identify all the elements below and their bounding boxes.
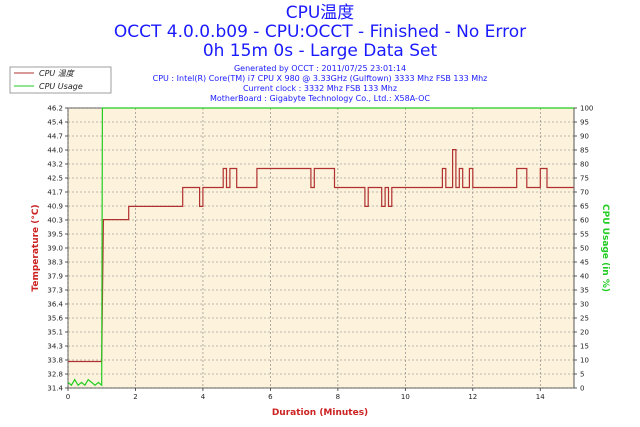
x-axis-label: Duration (Minutes) <box>272 408 368 418</box>
y2-tick-label: 30 <box>580 301 589 309</box>
legend: CPU 温度 CPU Usage <box>9 66 112 94</box>
y2-tick-label: 75 <box>580 175 589 183</box>
info-motherboard: MotherBoard : Gigabyte Technology Co., L… <box>209 94 431 103</box>
x-axis: 0 2 4 6 8 10 12 14 <box>66 388 545 401</box>
y-tick-label: 40.9 <box>47 203 63 211</box>
y-tick-label: 33.8 <box>47 357 63 365</box>
left-axis: 31.4 32.8 33.8 34.3 35.1 35.6 36.4 37.3 37.9 38.3… <box>47 105 68 393</box>
y2-tick-label: 45 <box>580 259 589 267</box>
x-tick-label: 12 <box>468 393 477 401</box>
info-clock: Current clock : 3332 Mhz FSB 133 Mhz <box>242 84 398 93</box>
y-tick-label: 46.2 <box>47 105 63 113</box>
y2-tick-label: 5 <box>580 371 584 379</box>
temperature-series-line <box>68 149 574 363</box>
y-tick-label: 44.7 <box>47 133 63 141</box>
y2-tick-label: 70 <box>580 189 589 197</box>
legend-box <box>9 66 112 94</box>
x-tick-label: 14 <box>536 393 545 401</box>
y2-tick-label: 65 <box>580 203 589 211</box>
y-tick-label: 42.5 <box>47 175 63 183</box>
y2-tick-label: 25 <box>580 315 589 323</box>
y-tick-label: 34.3 <box>47 343 63 351</box>
y2-tick-label: 35 <box>580 287 589 295</box>
y-tick-label: 37.3 <box>47 287 63 295</box>
x-tick-label: 10 <box>401 393 410 401</box>
y2-tick-label: 15 <box>580 343 589 351</box>
y2-tick-label: 10 <box>580 357 589 365</box>
y-tick-label: 35.6 <box>47 315 63 323</box>
y2-tick-label: 50 <box>580 245 589 253</box>
y-tick-label: 37.9 <box>47 273 63 281</box>
chart-duration: 0h 15m 0s - Large Data Set <box>202 41 438 61</box>
y2-tick-label: 85 <box>580 147 589 155</box>
right-axis: 0 5 10 15 20 25 30 35 40 45 50 55 60 65 70 75 80 85 90 95 10… <box>574 105 593 393</box>
y2-tick-label: 80 <box>580 161 589 169</box>
y-tick-label: 41.7 <box>47 189 63 197</box>
x-tick-label: 4 <box>201 393 206 401</box>
y2-tick-label: 60 <box>580 217 589 225</box>
chart-subtitle: OCCT 4.0.0.b09 - CPU:OCCT - Finished - N… <box>113 22 527 42</box>
y-tick-label: 35.1 <box>47 329 63 337</box>
x-tick-label: 2 <box>133 393 137 401</box>
info-cpu: CPU : Intel(R) Core(TM) i7 CPU X 980 @ 3… <box>152 74 488 83</box>
y-tick-label: 44.0 <box>47 147 63 155</box>
y-tick-label: 45.4 <box>47 119 63 127</box>
legend-label-temperature: CPU 温度 <box>39 69 76 78</box>
y2-tick-label: 20 <box>580 329 589 337</box>
legend-label-cpu-usage: CPU Usage <box>39 82 83 91</box>
y-tick-label: 40.3 <box>47 217 63 225</box>
y2-axis-label: CPU Usage (in %) <box>600 204 610 292</box>
y-tick-label: 31.4 <box>47 385 63 393</box>
x-tick-label: 0 <box>66 393 70 401</box>
x-tick-label: 6 <box>268 393 273 401</box>
y2-tick-label: 55 <box>580 231 589 239</box>
y2-tick-label: 95 <box>580 119 589 127</box>
y2-tick-label: 100 <box>580 105 593 113</box>
y-tick-label: 39.5 <box>47 231 63 239</box>
y2-tick-label: 40 <box>580 273 589 281</box>
info-generated: Generated by OCCT : 2011/07/25 23:01:14 <box>233 64 407 73</box>
y-tick-label: 36.4 <box>47 301 63 309</box>
y-axis-label: Temperature (°C) <box>31 204 41 291</box>
grid <box>67 107 574 389</box>
cpu-usage-series-line <box>67 107 574 387</box>
y-tick-label: 43.2 <box>47 161 63 169</box>
series-layer <box>67 107 574 387</box>
chart-title: CPU温度 <box>285 3 355 23</box>
x-tick-label: 8 <box>336 393 340 401</box>
y-tick-label: 32.8 <box>47 371 63 379</box>
y-tick-label: 38.3 <box>47 259 63 267</box>
y-tick-label: 39.0 <box>47 245 63 253</box>
y2-tick-label: 90 <box>580 133 589 141</box>
y2-tick-label: 0 <box>580 385 584 393</box>
